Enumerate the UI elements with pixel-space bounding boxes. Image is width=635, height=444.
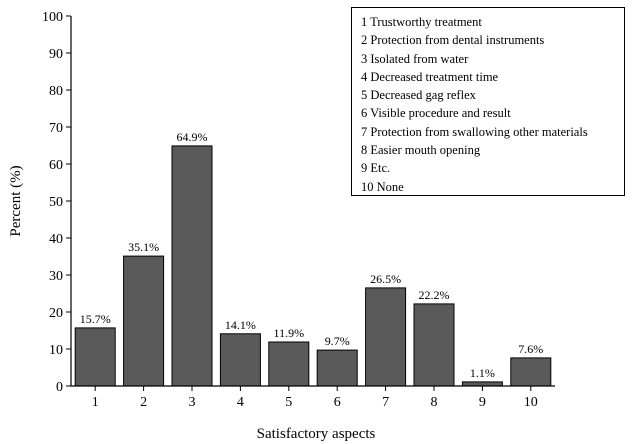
bar-8	[413, 303, 455, 387]
x-tick-label-1: 1	[92, 395, 99, 410]
x-tick-label-3: 3	[189, 395, 196, 410]
x-tick-label-10: 10	[524, 395, 538, 410]
bar-value-label-8: 22.2%	[419, 288, 450, 302]
y-tick-label-100: 100	[42, 10, 63, 25]
legend-item-7: 7 Protection from swallowing other mater…	[361, 124, 588, 139]
legend-item-5: 5 Decreased gag reflex	[361, 88, 476, 103]
x-tick-label-5: 5	[285, 395, 292, 410]
legend-item-1: 1 Trustworthy treatment	[361, 15, 482, 29]
bar-7	[365, 287, 407, 387]
x-tick-label-6: 6	[334, 395, 341, 410]
y-tick-label-50: 50	[49, 195, 63, 210]
bar-value-label-10: 7.6%	[518, 342, 543, 356]
y-tick-label-80: 80	[49, 84, 63, 99]
legend-item-3: 3 Isolated from water	[361, 51, 469, 66]
bar-value-label-4: 14.1%	[225, 318, 256, 332]
y-tick-label-20: 20	[49, 306, 63, 321]
y-axis-title: Percent (%)	[8, 165, 24, 236]
bar-4	[219, 333, 261, 387]
bar-value-label-9: 1.1%	[470, 366, 495, 380]
x-tick-label-9: 9	[479, 395, 486, 410]
bar-value-label-1: 15.7%	[80, 312, 111, 326]
legend-item-8: 8 Easier mouth opening	[361, 143, 481, 158]
axes-layer	[66, 15, 555, 391]
y-tick-label-70: 70	[49, 121, 63, 136]
bar-5	[268, 341, 310, 387]
legend-item-10: 10 None	[361, 179, 404, 194]
legend-item-6: 6 Visible procedure and result	[361, 106, 511, 121]
bar-2	[123, 255, 165, 387]
y-tick-label-90: 90	[49, 47, 63, 62]
y-tick-label-0: 0	[56, 380, 63, 395]
labels-layer: 15.7% 1 35.1% 2 64.9% 3 14.1% 4 11.9% 5 9.7% 6 26.5%…	[42, 10, 543, 410]
bar-value-label-2: 35.1%	[128, 240, 159, 254]
legend-item-2: 2 Protection from dental instruments	[361, 33, 545, 48]
y-tick-label-60: 60	[49, 158, 63, 173]
bar-value-label-5: 11.9%	[274, 326, 305, 340]
x-axis-title: Satisfactory aspects	[257, 426, 376, 442]
y-tick-label-30: 30	[49, 269, 63, 284]
bar-6	[316, 349, 358, 387]
x-tick-label-2: 2	[140, 395, 147, 410]
bar-value-label-6: 9.7%	[325, 334, 350, 348]
x-tick-label-4: 4	[237, 395, 244, 410]
y-tick-label-10: 10	[49, 343, 63, 358]
x-tick-label-8: 8	[431, 395, 438, 410]
bar-3	[171, 145, 213, 387]
x-tick-label-7: 7	[382, 395, 389, 410]
legend: 1 Trustworthy treatment 2 Protection fro…	[351, 7, 625, 196]
bar-9	[461, 381, 503, 387]
bar-10	[510, 357, 552, 387]
legend-item-4: 4 Decreased treatment time	[361, 69, 499, 84]
bar-value-label-7: 26.5%	[370, 272, 401, 286]
bar-value-label-3: 64.9%	[177, 130, 208, 144]
bars-layer	[74, 145, 552, 387]
y-tick-label-40: 40	[49, 232, 63, 247]
bar-1	[74, 327, 116, 387]
legend-item-9: 9 Etc.	[361, 161, 391, 176]
